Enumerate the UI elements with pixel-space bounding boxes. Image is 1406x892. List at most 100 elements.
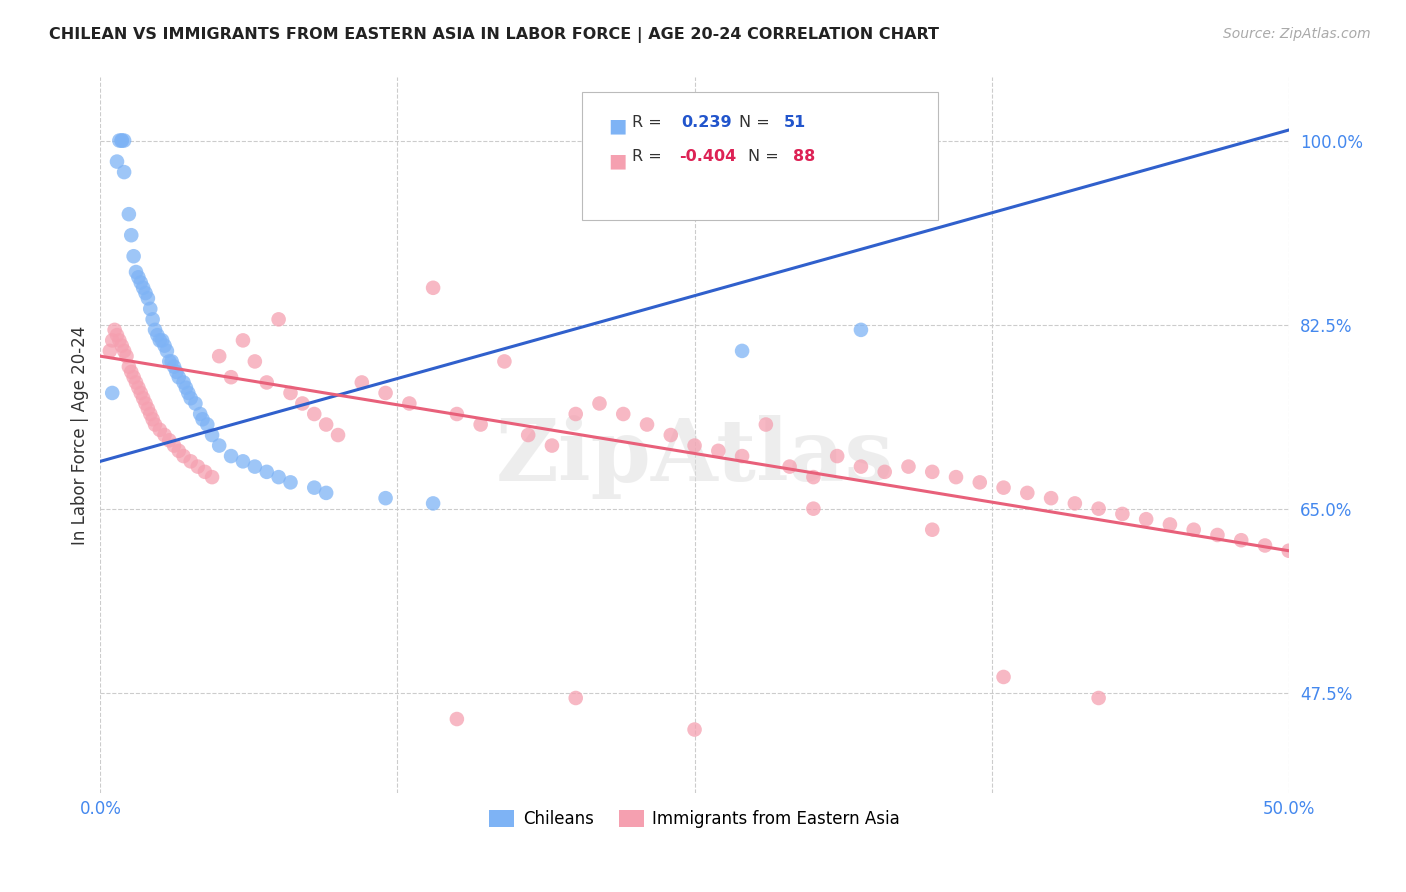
Text: CHILEAN VS IMMIGRANTS FROM EASTERN ASIA IN LABOR FORCE | AGE 20-24 CORRELATION C: CHILEAN VS IMMIGRANTS FROM EASTERN ASIA … (49, 27, 939, 43)
Point (191, 412, 214, 426)
Point (993, 670, 1015, 684)
Point (267, 312, 290, 326)
Point (98, 343, 121, 358)
Point (1278, 543, 1301, 558)
Point (873, 465, 896, 479)
Point (446, 407, 468, 421)
Point (188, 407, 211, 421)
Point (153, 428, 176, 442)
Point (659, 428, 682, 442)
Point (731, 449, 754, 463)
Point (422, 496, 444, 510)
Point (683, 723, 706, 737)
Point (494, 354, 516, 368)
Point (187, 459, 209, 474)
Point (1254, 539, 1277, 553)
Point (167, 370, 190, 384)
Point (945, 470, 967, 484)
Point (803, 470, 825, 484)
Text: Source: ZipAtlas.com: Source: ZipAtlas.com (1223, 27, 1371, 41)
Point (108, 334, 131, 348)
Point (105, 154, 128, 169)
Point (517, 428, 540, 442)
Point (755, 417, 778, 432)
Point (118, 207, 141, 221)
Text: -0.404: -0.404 (679, 149, 737, 164)
Point (398, 396, 420, 410)
Point (1087, 501, 1109, 516)
Point (897, 459, 920, 474)
Text: 88: 88 (793, 149, 815, 164)
Point (779, 459, 801, 474)
Point (280, 475, 302, 490)
Text: ■: ■ (607, 117, 626, 136)
Point (1135, 512, 1157, 526)
Point (157, 434, 180, 448)
Point (132, 281, 155, 295)
Point (921, 465, 943, 479)
Text: N =: N = (738, 115, 769, 129)
Point (326, 428, 349, 442)
Point (232, 334, 254, 348)
Point (108, 134, 131, 148)
Text: 51: 51 (783, 115, 806, 129)
Point (125, 376, 148, 390)
Point (160, 354, 183, 368)
Point (122, 370, 145, 384)
Point (129, 386, 152, 401)
Point (184, 396, 207, 410)
Point (120, 228, 142, 243)
Point (280, 386, 302, 401)
Point (1206, 528, 1229, 542)
Point (243, 459, 266, 474)
Point (304, 481, 326, 495)
Point (173, 376, 195, 390)
Point (111, 134, 134, 148)
Point (167, 443, 190, 458)
Point (174, 381, 197, 395)
Point (564, 407, 586, 421)
Point (136, 401, 159, 416)
Point (267, 470, 290, 484)
Point (105, 328, 128, 343)
Point (243, 354, 266, 368)
Point (194, 465, 217, 479)
Point (969, 475, 991, 490)
Point (201, 428, 224, 442)
Point (1063, 496, 1085, 510)
Text: ■: ■ (607, 151, 626, 170)
Point (111, 338, 134, 352)
Point (104, 323, 127, 337)
Point (304, 407, 326, 421)
Point (208, 349, 231, 363)
Point (588, 396, 610, 410)
FancyBboxPatch shape (582, 92, 938, 220)
Point (173, 449, 195, 463)
Point (612, 407, 634, 421)
Point (350, 376, 373, 390)
Point (921, 523, 943, 537)
Legend: Chileans, Immigrants from Eastern Asia: Chileans, Immigrants from Eastern Asia (482, 803, 907, 834)
Point (315, 486, 337, 500)
Point (201, 470, 224, 484)
Point (470, 417, 492, 432)
Point (136, 291, 159, 305)
Point (195, 417, 218, 432)
Point (993, 481, 1015, 495)
Point (163, 439, 186, 453)
Point (157, 354, 180, 368)
Point (541, 439, 564, 453)
Text: 0.239: 0.239 (682, 115, 733, 129)
Point (1159, 517, 1181, 532)
Point (825, 449, 848, 463)
Point (112, 165, 135, 179)
Point (111, 134, 134, 148)
Point (219, 370, 242, 384)
Point (118, 359, 141, 374)
Point (156, 343, 179, 358)
Point (180, 454, 202, 468)
Point (142, 412, 165, 426)
Y-axis label: In Labor Force | Age 20-24: In Labor Force | Age 20-24 (72, 326, 89, 545)
Point (803, 501, 825, 516)
Point (101, 386, 124, 401)
